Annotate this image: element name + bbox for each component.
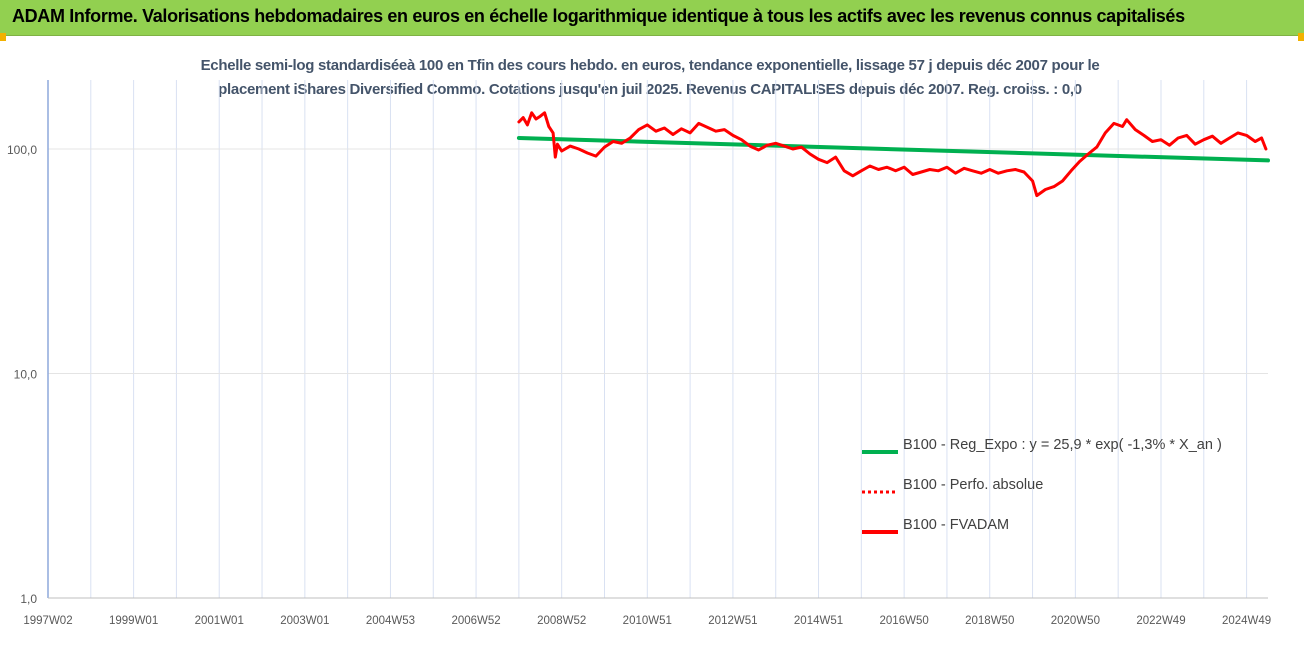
- x-tick-label: 2022W49: [1136, 615, 1185, 627]
- x-tick-label: 2008W52: [537, 615, 586, 627]
- x-tick-label: 2010W51: [623, 615, 672, 627]
- y-tick-label: 10,0: [14, 368, 38, 382]
- trend-line: [516, 136, 1270, 163]
- x-tick-label: 2024W49: [1222, 615, 1271, 627]
- x-tick-label: 1997W02: [23, 615, 72, 627]
- x-tick-label: 2004W53: [366, 615, 415, 627]
- chart-title-line-1: Echelle semi-log standardiséeà 100 en Tf…: [200, 57, 1100, 74]
- legend-swatch-fvadam: [862, 530, 898, 534]
- x-tick-label: 1999W01: [109, 615, 158, 627]
- legend-label-trend: B100 - Reg_Expo : y = 25,9 * exp( -1,3% …: [903, 437, 1222, 453]
- x-tick-label: 2014W51: [794, 615, 843, 627]
- x-tick-label: 2006W52: [451, 615, 500, 627]
- x-tick-label: 2020W50: [1051, 615, 1100, 627]
- x-tick-label: 2018W50: [965, 615, 1014, 627]
- legend-swatch-trend: [862, 450, 898, 454]
- y-tick-label: 1,0: [20, 592, 37, 606]
- report-title: ADAM Informe. Valorisations hebdomadaire…: [12, 6, 1185, 26]
- x-tick-label: 2001W01: [195, 615, 244, 627]
- legend-label-fvadam: B100 - FVADAM: [903, 517, 1010, 533]
- chart-area: Echelle semi-log standardiséeà 100 en Tf…: [0, 36, 1304, 652]
- chart-title-line-2: placement iShares Diversified Commo. Cot…: [218, 81, 1082, 98]
- legend-swatch-perfo: [862, 490, 898, 494]
- report-header: ADAM Informe. Valorisations hebdomadaire…: [0, 0, 1304, 36]
- corner-mark-left: [0, 33, 6, 41]
- legend-label-perfo: B100 - Perfo. absolue: [903, 477, 1044, 493]
- x-tick-label: 2016W50: [880, 615, 929, 627]
- fvadam-line: [517, 111, 1268, 198]
- y-tick-label: 100,0: [7, 143, 37, 157]
- x-tick-label: 2003W01: [280, 615, 329, 627]
- corner-mark-right: [1298, 33, 1304, 41]
- x-tick-label: 2012W51: [708, 615, 757, 627]
